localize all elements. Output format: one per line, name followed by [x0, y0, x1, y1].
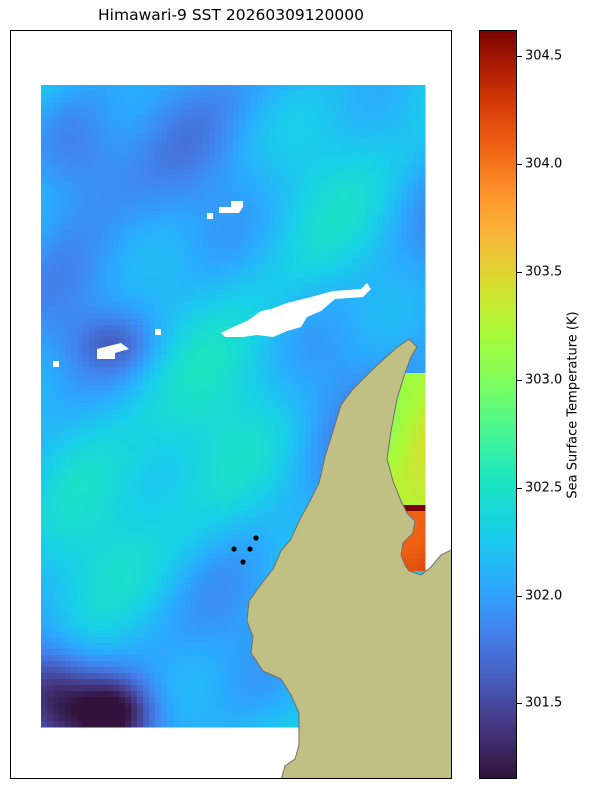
colorbar-tick-label: 302.5	[525, 480, 563, 496]
colorbar-tick	[517, 271, 522, 273]
map-frame	[10, 30, 452, 779]
observation-points	[231, 535, 259, 565]
colorbar-tick	[517, 487, 522, 489]
colorbar-tick	[517, 163, 522, 165]
colorbar-tick	[517, 595, 522, 597]
missing-data-patches	[53, 201, 371, 367]
colorbar-tick	[517, 703, 522, 705]
land-mass	[246, 338, 451, 778]
map-title: Himawari-9 SST 20260309120000	[98, 6, 364, 24]
colorbar-tick	[517, 379, 522, 381]
observation-point	[231, 546, 237, 552]
colorbar	[479, 30, 517, 779]
colorbar-tick-label: 304.0	[525, 156, 563, 172]
colorbar-tick-label: 301.5	[525, 695, 563, 711]
colorbar-tick-label: 303.5	[525, 264, 563, 280]
observation-point	[247, 546, 253, 552]
sst-field	[41, 85, 426, 728]
colorbar-tick-label: 302.0	[525, 588, 563, 604]
colorbar-label: Sea Surface Temperature (K)	[565, 311, 581, 499]
colorbar-tick	[517, 55, 522, 57]
observation-point	[240, 559, 246, 565]
observation-point	[253, 535, 259, 541]
colorbar-tick-label: 303.0	[525, 372, 563, 388]
sst-map	[41, 85, 451, 778]
colorbar-tick-label: 304.5	[525, 48, 563, 64]
